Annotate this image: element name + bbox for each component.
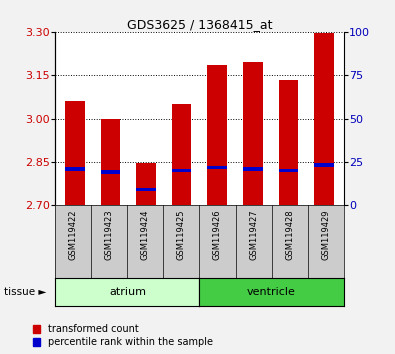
Bar — [279, 80, 298, 205]
Bar — [136, 188, 156, 191]
Bar — [314, 33, 334, 205]
Bar — [207, 166, 227, 170]
Text: GSM119424: GSM119424 — [141, 210, 150, 260]
Bar — [65, 101, 85, 205]
Bar — [101, 170, 120, 174]
Bar — [207, 65, 227, 205]
Text: GSM119422: GSM119422 — [69, 210, 78, 260]
Text: tissue ►: tissue ► — [4, 287, 46, 297]
Text: GSM119428: GSM119428 — [285, 210, 294, 260]
Bar — [136, 164, 156, 205]
Bar — [172, 169, 192, 172]
Bar — [172, 104, 192, 205]
Bar — [314, 163, 334, 167]
Bar — [101, 119, 120, 205]
Legend: transformed count, percentile rank within the sample: transformed count, percentile rank withi… — [32, 325, 213, 347]
Bar — [279, 169, 298, 172]
Text: GSM119429: GSM119429 — [321, 210, 330, 260]
Text: GSM119423: GSM119423 — [105, 210, 114, 260]
Title: GDS3625 / 1368415_at: GDS3625 / 1368415_at — [127, 18, 272, 31]
Bar — [65, 167, 85, 171]
Text: GSM119425: GSM119425 — [177, 210, 186, 260]
Text: atrium: atrium — [109, 287, 146, 297]
Bar — [243, 167, 263, 171]
Text: GSM119427: GSM119427 — [249, 210, 258, 260]
Text: GSM119426: GSM119426 — [213, 210, 222, 260]
Bar — [243, 62, 263, 205]
Text: ventricle: ventricle — [247, 287, 296, 297]
